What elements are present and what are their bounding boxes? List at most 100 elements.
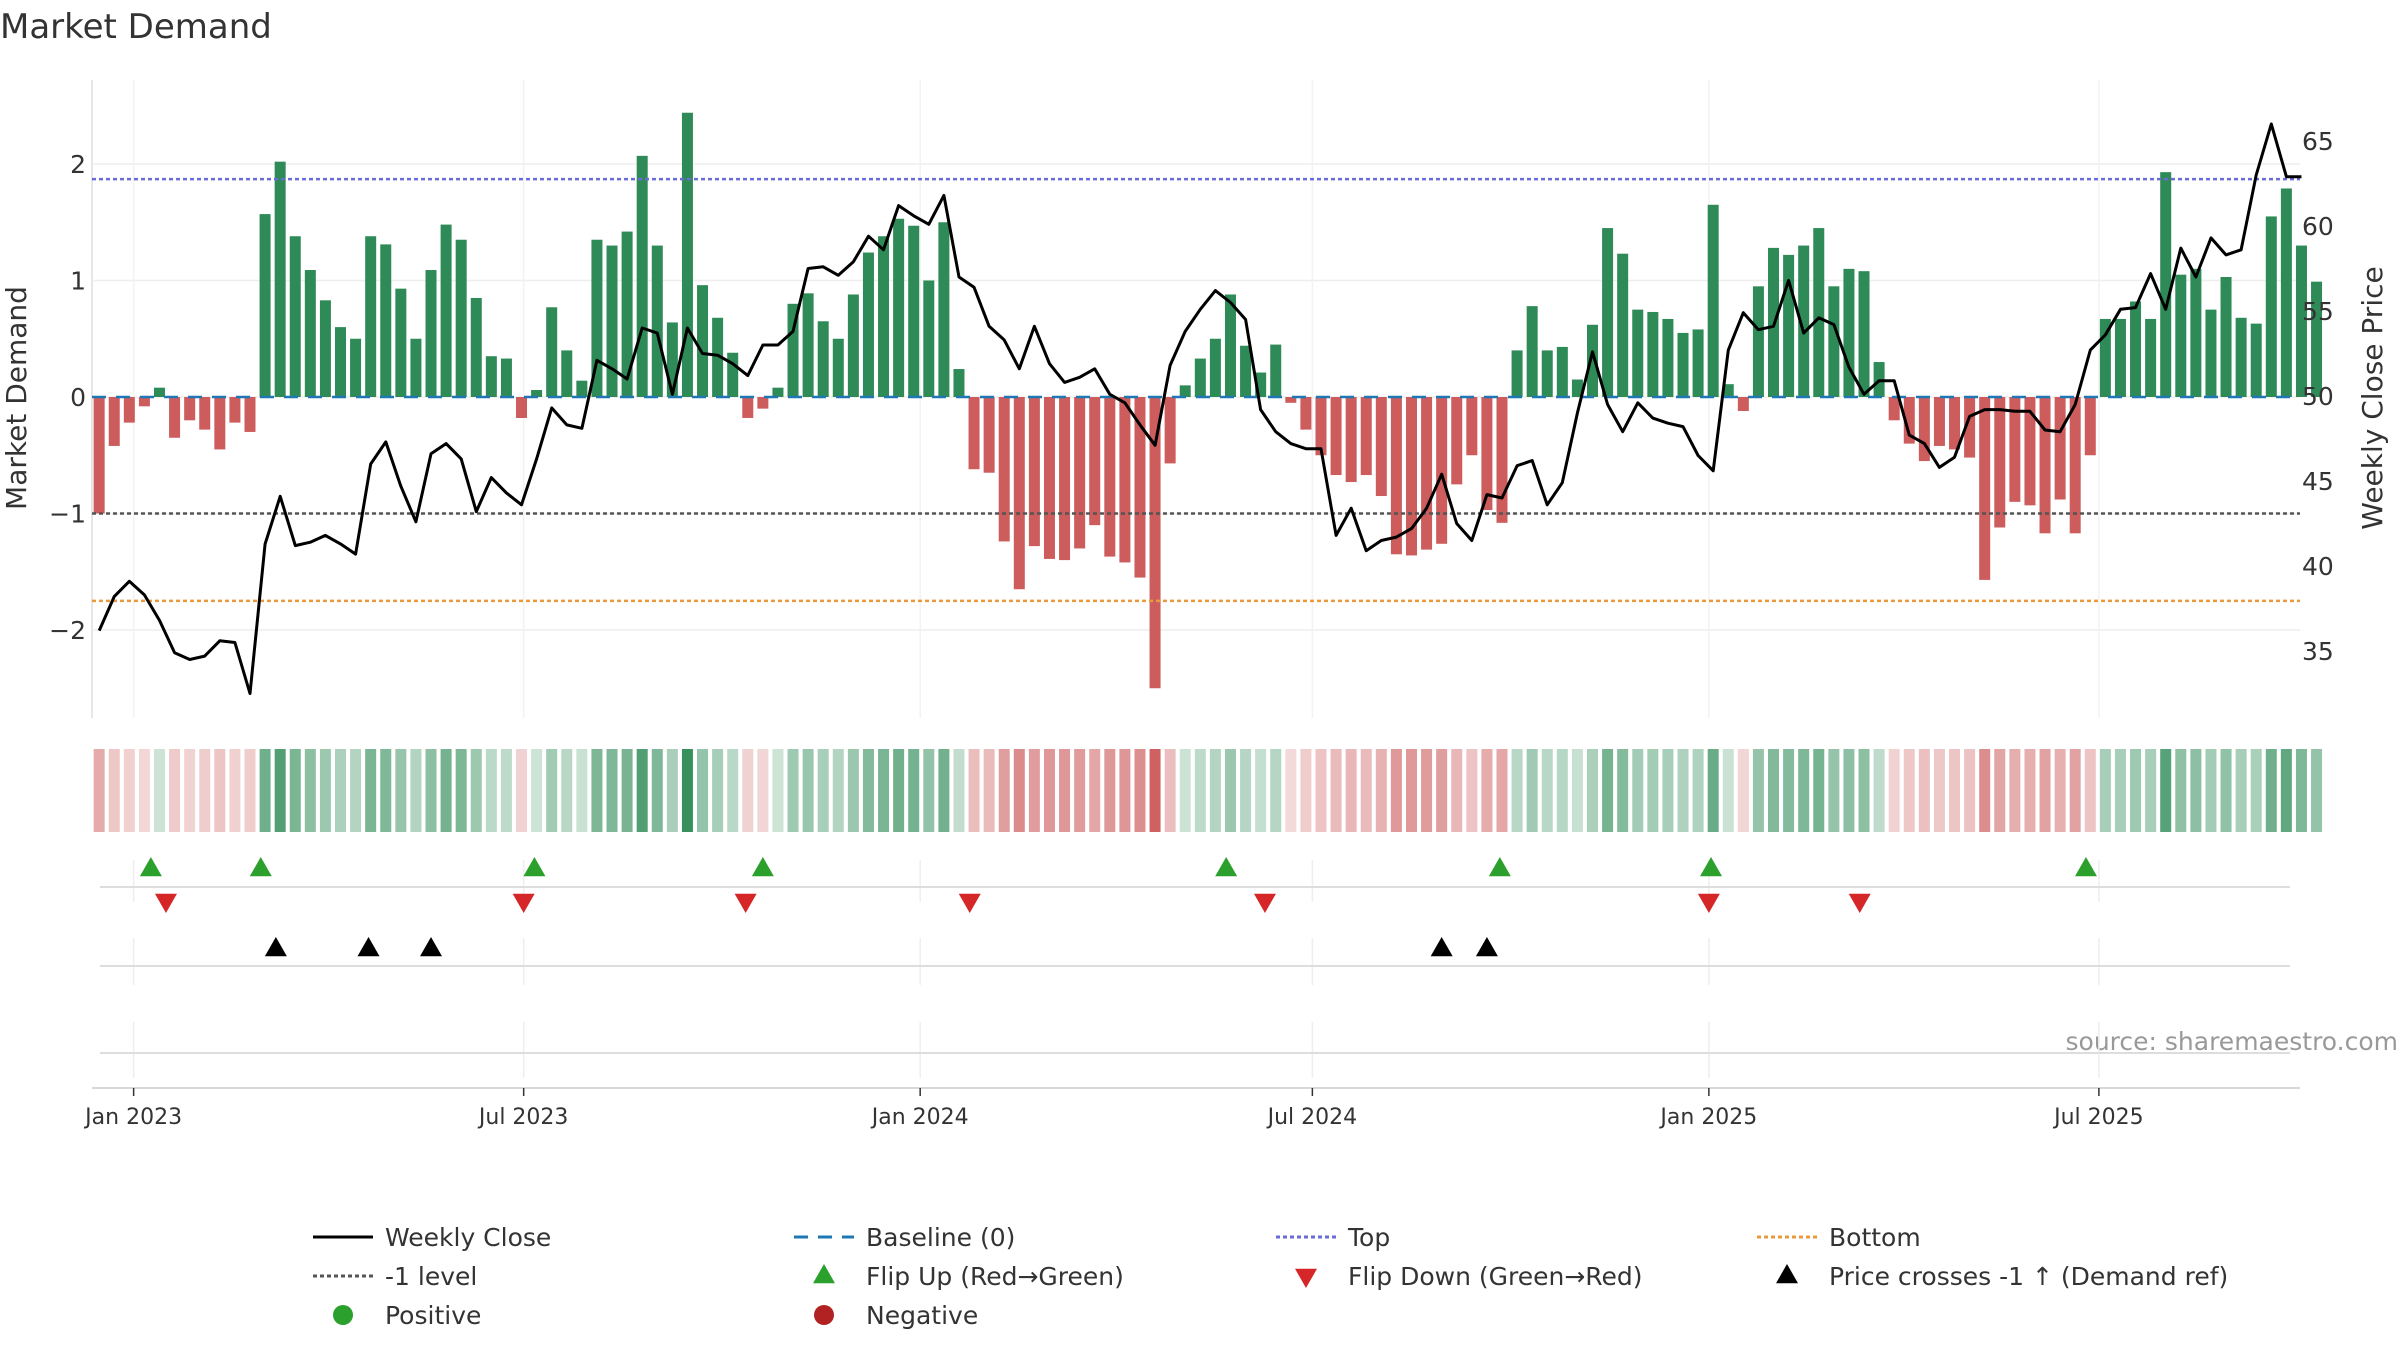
demand-bar — [319, 300, 331, 397]
demand-bar — [1737, 397, 1749, 411]
heat-cell — [1405, 749, 1417, 832]
demand-bar — [1451, 397, 1463, 485]
demand-bar — [998, 397, 1010, 542]
heat-cell — [380, 749, 392, 832]
demand-bar — [1964, 397, 1976, 458]
demand-bar — [576, 380, 588, 397]
demand-bar — [1858, 271, 1870, 397]
heat-cell — [350, 749, 362, 832]
demand-bar — [1149, 397, 1161, 689]
demand-bar — [1903, 397, 1915, 444]
demand-bar — [2114, 318, 2126, 397]
demand-bar — [1541, 350, 1553, 397]
heat-cell — [229, 749, 241, 832]
demand-bar — [500, 358, 512, 397]
heat-cell — [1858, 749, 1870, 832]
x-tick-label: Jan 2024 — [870, 1105, 969, 1130]
demand-bar — [2024, 397, 2036, 506]
heat-cell — [1918, 749, 1930, 832]
x-tick-label: Jul 2023 — [477, 1105, 569, 1130]
y-tick-label: 0 — [70, 383, 86, 412]
x-tick-label: Jul 2024 — [1266, 1105, 1358, 1130]
legend-item: Weekly Close — [313, 1223, 551, 1252]
demand-bar — [1617, 253, 1629, 397]
heat-cell — [953, 749, 965, 832]
heat-cell — [1903, 749, 1915, 832]
legend-label: -1 level — [385, 1262, 477, 1291]
demand-bar — [742, 397, 754, 418]
flip-down-marker — [154, 893, 177, 913]
demand-bar — [1300, 397, 1312, 430]
heat-cell — [455, 749, 467, 832]
demand-bar — [772, 387, 784, 397]
y2-tick-label: 40 — [2302, 552, 2334, 581]
demand-bar — [2099, 318, 2111, 397]
demand-bar — [1134, 397, 1146, 578]
demand-bar — [2069, 397, 2081, 534]
heat-cell — [591, 749, 603, 832]
heat-cell — [2160, 749, 2172, 832]
heat-cell — [1707, 749, 1719, 832]
demand-bar — [1375, 397, 1387, 497]
heat-cell — [1587, 749, 1599, 832]
demand-bar — [727, 352, 739, 397]
heat-cell — [1059, 749, 1071, 832]
heat-cell — [1240, 749, 1252, 832]
heat-cell — [1677, 749, 1689, 832]
heat-cell — [199, 749, 211, 832]
demand-bar — [697, 285, 709, 397]
heat-cell — [727, 749, 739, 832]
heat-cell — [1511, 749, 1523, 832]
heat-cell — [2265, 749, 2277, 832]
demand-bar — [787, 303, 799, 397]
demand-bar — [1270, 344, 1282, 397]
heat-cell — [1949, 749, 1961, 832]
grid-layer — [91, 80, 2300, 1096]
demand-bar — [832, 338, 844, 397]
legend-item: Negative — [814, 1301, 978, 1330]
demand-bar — [757, 397, 769, 409]
heat-cell — [1526, 749, 1538, 832]
heat-cell — [878, 749, 890, 832]
demand-bar — [666, 322, 678, 397]
cross-up-marker — [357, 937, 380, 957]
heat-cell — [1194, 749, 1206, 832]
heat-cell — [274, 749, 286, 832]
y-tick-label: −1 — [49, 500, 86, 529]
demand-bar — [712, 317, 724, 397]
demand-bar — [365, 236, 377, 397]
heat-cell — [1149, 749, 1161, 832]
heat-cell — [621, 749, 633, 832]
demand-bar — [1556, 346, 1568, 397]
y-tick-label: −2 — [49, 616, 86, 645]
heat-cell — [1315, 749, 1327, 832]
demand-bar — [1707, 204, 1719, 397]
demand-bars — [93, 112, 2323, 689]
demand-bar — [395, 288, 407, 397]
demand-bar — [847, 294, 859, 397]
legend-label: Price crosses -1 ↑ (Demand ref) — [1829, 1262, 2228, 1291]
heat-cell — [335, 749, 347, 832]
demand-bar — [289, 236, 301, 397]
heat-cell — [138, 749, 150, 832]
heat-cell — [2145, 749, 2157, 832]
heat-cell — [681, 749, 693, 832]
heat-cell — [1979, 749, 1991, 832]
heat-cell — [787, 749, 799, 832]
flip-down-marker — [1253, 893, 1276, 913]
legend-label: Baseline (0) — [866, 1223, 1015, 1252]
legend-label: Weekly Close — [385, 1223, 551, 1252]
demand-bar — [108, 397, 120, 446]
heat-cell — [2009, 749, 2021, 832]
demand-bar — [1918, 397, 1930, 462]
x-tick-label: Jan 2023 — [83, 1105, 182, 1130]
demand-bar — [335, 327, 347, 397]
heat-cell — [1692, 749, 1704, 832]
chart-title: Market Demand — [0, 7, 272, 47]
demand-bar — [153, 387, 165, 397]
heat-cell — [893, 749, 905, 832]
legend-label: Flip Down (Green→Red) — [1348, 1262, 1643, 1291]
demand-bar — [1571, 379, 1583, 397]
cross-up-marker — [1475, 937, 1498, 957]
